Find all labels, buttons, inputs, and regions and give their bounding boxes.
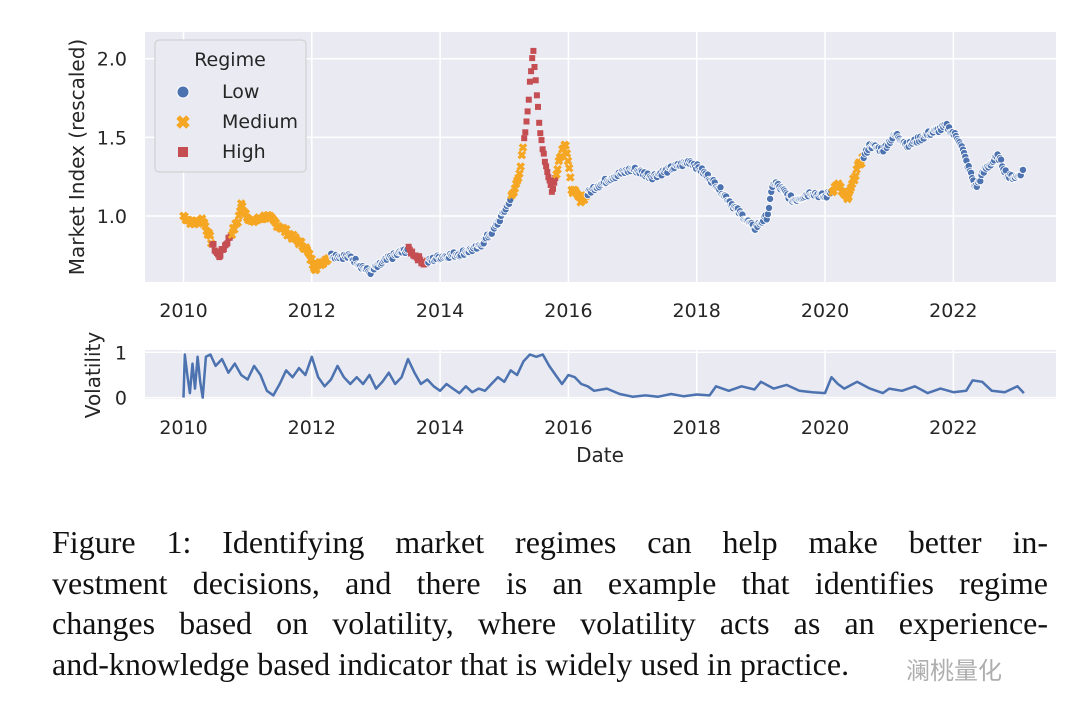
index-point-medium bbox=[205, 231, 215, 240]
caption-line-2: vestment decisions, and there is an exam… bbox=[52, 564, 1048, 601]
index-point-high bbox=[537, 130, 544, 137]
volatility-ytick-0: 0 bbox=[115, 388, 127, 410]
index-point-medium bbox=[564, 163, 574, 173]
legend: Regime Low Medium High bbox=[154, 39, 307, 173]
index-point-high bbox=[540, 150, 547, 157]
legend-high-marker bbox=[178, 147, 188, 157]
index-point-high bbox=[551, 179, 558, 186]
index-point-medium bbox=[305, 249, 314, 259]
volatility-xtick-2020: 2020 bbox=[801, 417, 849, 439]
volatility-xtick-2012: 2012 bbox=[288, 417, 336, 439]
index-point-medium bbox=[515, 169, 524, 178]
index-point-high bbox=[547, 182, 554, 188]
index-point-high bbox=[210, 241, 217, 247]
index-point-high bbox=[529, 55, 536, 62]
caption-line-1: Figure 1: Identifying market regimes can… bbox=[52, 524, 1048, 560]
volatility-ylabel: Volatility bbox=[81, 332, 105, 419]
index-ytick-2.0: 2.0 bbox=[97, 49, 127, 71]
index-point-high bbox=[550, 185, 556, 192]
volatility-xtick-2016: 2016 bbox=[544, 417, 592, 439]
index-xtick-2018: 2018 bbox=[673, 300, 721, 322]
legend-box bbox=[154, 39, 307, 173]
index-xtick-2016: 2016 bbox=[544, 300, 592, 322]
index-point-low bbox=[997, 155, 1006, 164]
legend-low-label: Low bbox=[222, 81, 259, 103]
index-point-high bbox=[524, 108, 531, 115]
volatility-xtick-2018: 2018 bbox=[673, 417, 721, 439]
index-point-medium bbox=[516, 162, 526, 171]
volatility-line bbox=[182, 353, 1025, 399]
index-point-medium bbox=[561, 141, 571, 150]
index-point-high bbox=[416, 253, 423, 260]
watermark: 澜桃量化 bbox=[906, 657, 1002, 685]
index-xtick-2010: 2010 bbox=[159, 300, 207, 322]
index-point-high bbox=[525, 96, 532, 103]
index-point-high bbox=[224, 240, 231, 247]
index-ylabel: Market Index (rescaled) bbox=[65, 39, 89, 275]
volatility-ytick-1: 1 bbox=[115, 342, 127, 364]
index-point-medium bbox=[563, 156, 573, 166]
index-point-medium bbox=[227, 230, 237, 240]
legend-high-label: High bbox=[222, 141, 266, 163]
date-xlabel: Date bbox=[576, 443, 624, 467]
index-point-low bbox=[766, 194, 775, 203]
index-point-medium bbox=[553, 164, 562, 174]
index-point-high bbox=[532, 77, 539, 84]
index-point-medium bbox=[851, 171, 860, 181]
index-point-high bbox=[543, 163, 550, 170]
index-point-high bbox=[536, 119, 543, 126]
index-point-low bbox=[716, 183, 725, 192]
index-point-high bbox=[539, 146, 546, 153]
volatility-xtick-2010: 2010 bbox=[159, 417, 207, 439]
index-point-medium bbox=[518, 143, 528, 152]
index-xtick-2020: 2020 bbox=[801, 300, 849, 322]
index-xtick-2022: 2022 bbox=[929, 300, 977, 322]
index-point-high bbox=[530, 47, 537, 54]
index-point-medium bbox=[556, 151, 566, 161]
index-point-high bbox=[409, 248, 416, 255]
volatility-xtick-2014: 2014 bbox=[416, 417, 464, 439]
index-point-high bbox=[528, 68, 535, 75]
index-point-high bbox=[521, 135, 528, 142]
index-point-high bbox=[535, 103, 541, 110]
figure: 1.0 1.5 2.0 2010 2012 2014 2016 2018 2020 2022 M… bbox=[65, 32, 1056, 467]
index-point-high bbox=[546, 177, 553, 184]
index-point-medium bbox=[517, 150, 527, 160]
legend-medium-marker bbox=[176, 115, 190, 129]
index-xtick-2012: 2012 bbox=[288, 300, 336, 322]
index-point-medium bbox=[562, 149, 572, 158]
index-point-high bbox=[526, 78, 533, 85]
legend-title: Regime bbox=[194, 49, 266, 71]
figure-caption: Figure 1: Identifying market regimes can… bbox=[52, 522, 1048, 684]
index-point-low bbox=[1019, 165, 1028, 174]
index-point-medium bbox=[844, 192, 854, 202]
index-point-medium bbox=[233, 218, 243, 227]
volatility-plot-area bbox=[145, 350, 1056, 399]
index-point-medium bbox=[229, 225, 239, 234]
index-xtick-2014: 2014 bbox=[416, 300, 464, 322]
index-point-high bbox=[531, 64, 538, 70]
legend-low-marker bbox=[176, 85, 190, 99]
caption-line-4: and-knowledge based indicator that is wi… bbox=[52, 645, 850, 682]
index-ytick-1.0: 1.0 bbox=[97, 206, 127, 228]
index-point-high bbox=[533, 92, 540, 99]
legend-medium-label: Medium bbox=[222, 111, 298, 133]
index-point-medium bbox=[307, 254, 317, 264]
index-point-high bbox=[544, 169, 551, 175]
index-point-high bbox=[522, 129, 529, 136]
index-point-high bbox=[545, 174, 552, 181]
index-point-high bbox=[523, 118, 530, 125]
index-point-high bbox=[541, 158, 548, 165]
index-point-low bbox=[765, 203, 774, 212]
index-ytick-1.5: 1.5 bbox=[97, 127, 127, 149]
caption-line-3: changes based on volatility, where volat… bbox=[52, 605, 1048, 641]
index-point-medium bbox=[565, 173, 575, 182]
index-point-high bbox=[552, 175, 559, 181]
volatility-xtick-2022: 2022 bbox=[929, 417, 977, 439]
index-point-high bbox=[538, 137, 545, 144]
index-point-high bbox=[217, 252, 224, 259]
index-point-high bbox=[220, 246, 227, 253]
